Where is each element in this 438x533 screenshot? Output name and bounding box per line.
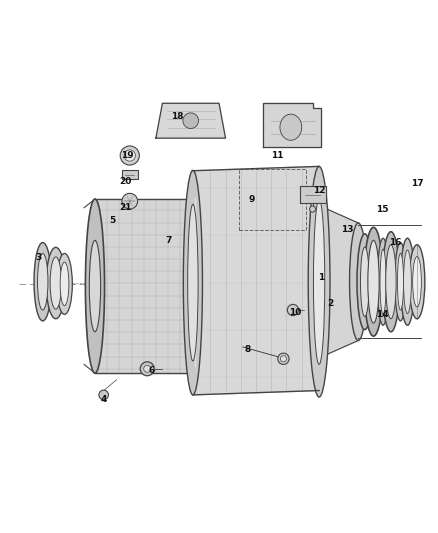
Circle shape bbox=[287, 304, 299, 316]
Text: 21: 21 bbox=[119, 203, 132, 212]
Ellipse shape bbox=[413, 256, 421, 307]
Text: 13: 13 bbox=[341, 225, 353, 234]
Ellipse shape bbox=[280, 114, 302, 140]
Ellipse shape bbox=[357, 234, 373, 329]
Ellipse shape bbox=[386, 245, 396, 319]
Ellipse shape bbox=[378, 238, 389, 325]
Ellipse shape bbox=[183, 113, 198, 128]
Text: 12: 12 bbox=[313, 186, 325, 195]
Text: 18: 18 bbox=[171, 112, 184, 121]
Ellipse shape bbox=[89, 240, 101, 332]
Polygon shape bbox=[319, 206, 358, 358]
Text: 10: 10 bbox=[289, 308, 301, 317]
Polygon shape bbox=[95, 199, 193, 373]
Ellipse shape bbox=[60, 262, 69, 305]
Ellipse shape bbox=[350, 223, 367, 341]
Circle shape bbox=[280, 356, 286, 362]
Text: 11: 11 bbox=[272, 151, 284, 160]
Ellipse shape bbox=[364, 228, 383, 336]
Ellipse shape bbox=[382, 232, 399, 332]
Bar bbox=[239, 168, 306, 230]
Ellipse shape bbox=[360, 247, 369, 317]
Ellipse shape bbox=[122, 193, 138, 209]
Text: 8: 8 bbox=[244, 345, 251, 354]
Ellipse shape bbox=[85, 199, 105, 373]
Circle shape bbox=[144, 365, 151, 372]
Polygon shape bbox=[262, 103, 321, 147]
Ellipse shape bbox=[397, 254, 403, 310]
Ellipse shape bbox=[308, 166, 330, 397]
Text: 16: 16 bbox=[389, 238, 402, 247]
Ellipse shape bbox=[57, 254, 72, 314]
Text: 20: 20 bbox=[119, 177, 131, 186]
Ellipse shape bbox=[395, 243, 406, 321]
Ellipse shape bbox=[380, 249, 386, 314]
Text: 2: 2 bbox=[327, 299, 333, 308]
Ellipse shape bbox=[314, 199, 325, 365]
Circle shape bbox=[310, 206, 316, 212]
Text: 15: 15 bbox=[376, 205, 389, 214]
Ellipse shape bbox=[184, 171, 202, 395]
Text: 4: 4 bbox=[100, 395, 107, 403]
Text: 1: 1 bbox=[318, 273, 325, 282]
Text: 6: 6 bbox=[148, 367, 155, 375]
Circle shape bbox=[140, 362, 154, 376]
Text: 14: 14 bbox=[376, 310, 389, 319]
Ellipse shape bbox=[38, 254, 48, 310]
Polygon shape bbox=[300, 186, 325, 204]
Circle shape bbox=[99, 390, 109, 400]
Ellipse shape bbox=[409, 245, 425, 319]
Ellipse shape bbox=[368, 240, 379, 323]
Ellipse shape bbox=[124, 150, 135, 161]
Ellipse shape bbox=[187, 204, 198, 361]
Ellipse shape bbox=[120, 146, 139, 165]
Circle shape bbox=[278, 353, 289, 365]
Text: 7: 7 bbox=[166, 236, 172, 245]
Polygon shape bbox=[156, 103, 226, 138]
Ellipse shape bbox=[34, 243, 51, 321]
Ellipse shape bbox=[46, 247, 65, 319]
Bar bbox=[122, 170, 138, 180]
Text: 17: 17 bbox=[411, 179, 424, 188]
Text: 9: 9 bbox=[248, 195, 255, 204]
Text: 5: 5 bbox=[109, 216, 116, 225]
Ellipse shape bbox=[50, 257, 61, 309]
Ellipse shape bbox=[403, 250, 411, 313]
Ellipse shape bbox=[400, 238, 414, 325]
Text: 3: 3 bbox=[35, 253, 42, 262]
Polygon shape bbox=[193, 166, 319, 395]
Text: 19: 19 bbox=[121, 151, 134, 160]
